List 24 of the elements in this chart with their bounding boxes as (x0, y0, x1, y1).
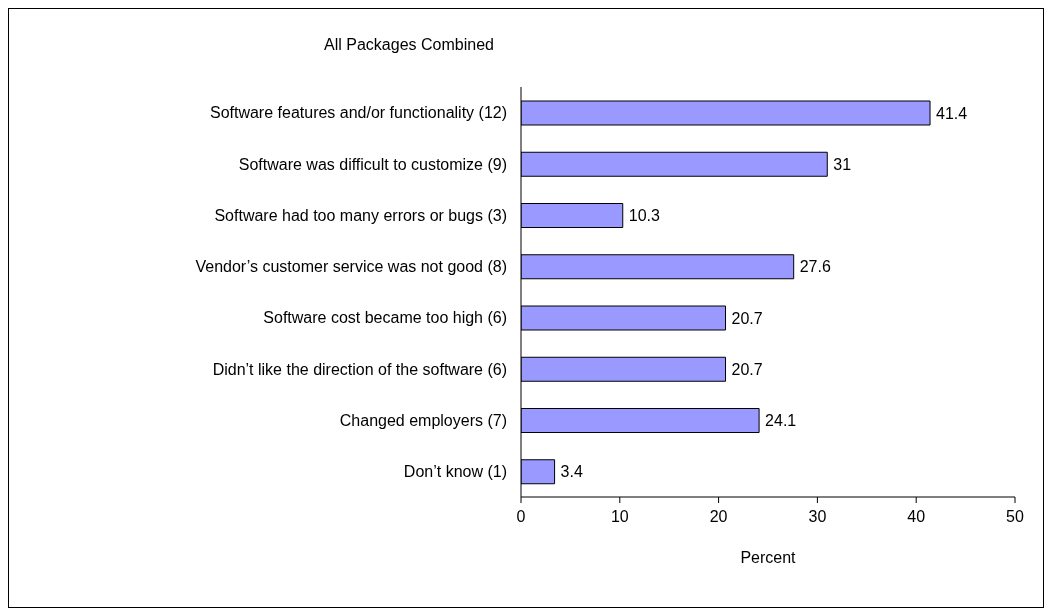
y-tick-label: Software features and/or functionality (12) (209, 104, 507, 122)
y-tick-label: Don’t know (1) (403, 463, 507, 481)
x-axis-title: Percent (740, 549, 797, 566)
data-label: 27.6 (799, 258, 831, 276)
data-label: 24.1 (765, 412, 797, 430)
y-tick-label: Software was difficult to customize (9) (238, 155, 507, 173)
y-tick-label: Didn’t like the direction of the software (6) (212, 360, 507, 378)
data-label: 41.4 (936, 104, 968, 122)
x-tick-label: 50 (1006, 508, 1024, 526)
x-tick-label: 30 (808, 508, 827, 526)
data-label: 20.7 (731, 309, 763, 327)
x-tick-label: 10 (610, 508, 629, 526)
y-tick-label: Software cost became too high (6) (263, 309, 507, 327)
x-tick-label: 40 (907, 508, 926, 526)
x-tick-label: 0 (516, 508, 526, 526)
data-label: 31 (833, 155, 852, 173)
data-label: 3.4 (560, 463, 583, 481)
x-tick-label: 20 (709, 508, 728, 526)
chart-title: All Packages Combined (323, 36, 495, 54)
y-tick-label: Changed employers (7) (339, 411, 507, 429)
y-tick-label: Software had too many errors or bugs (3) (214, 206, 507, 224)
data-label: 10.3 (628, 207, 661, 225)
data-label: 20.7 (731, 360, 763, 378)
y-tick-label: Vendor’s customer service was not good (8) (195, 258, 507, 276)
